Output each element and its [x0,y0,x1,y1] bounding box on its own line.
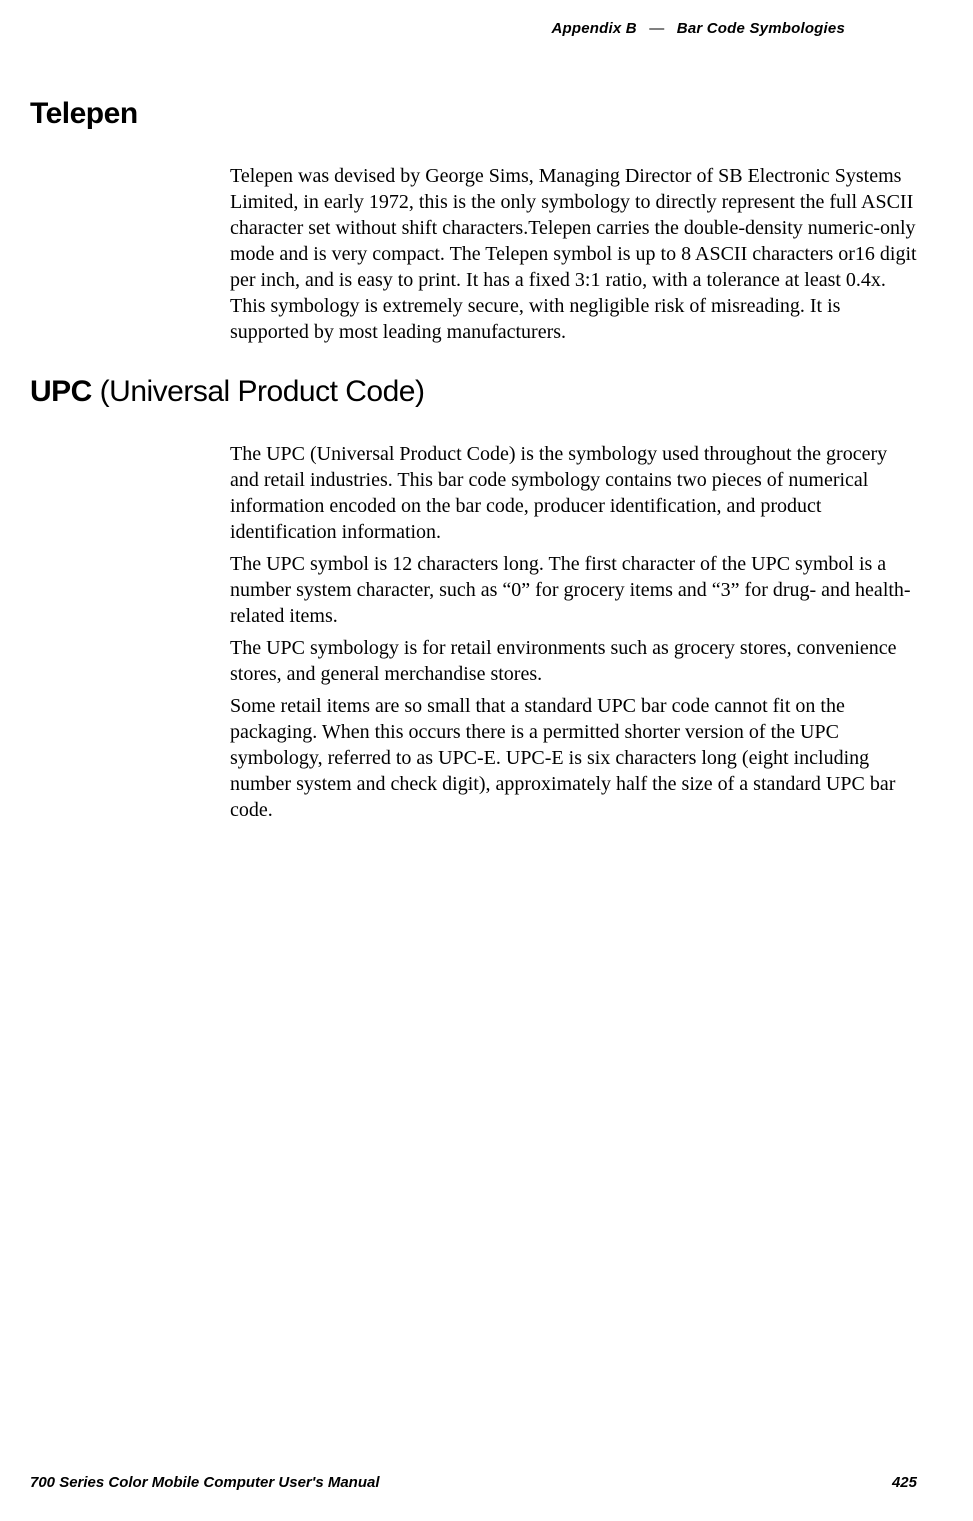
body-telepen: Telepen was devised by George Sims, Mana… [230,163,917,345]
body-upc: The UPC (Universal Product Code) is the … [230,441,917,823]
page-header: Appendix B — Bar Code Symbologies [30,20,917,37]
heading-upc-light: (Universal Product Code) [92,375,425,408]
paragraph-telepen-1: Telepen was devised by George Sims, Mana… [230,163,917,345]
appendix-label: Appendix B [552,20,637,37]
section-telepen: Telepen Telepen was devised by George Si… [30,97,917,345]
paragraph-upc-3: The UPC symbology is for retail environm… [230,635,917,687]
paragraph-upc-2: The UPC symbol is 12 characters long. Th… [230,551,917,629]
paragraph-upc-1: The UPC (Universal Product Code) is the … [230,441,917,545]
header-dash: — [649,20,664,37]
footer-page-number: 425 [892,1474,917,1491]
heading-telepen: Telepen [30,97,917,131]
section-upc: UPC (Universal Product Code) The UPC (Un… [30,375,917,823]
paragraph-upc-4: Some retail items are so small that a st… [230,693,917,823]
header-title: Bar Code Symbologies [677,20,845,37]
heading-upc-bold: UPC [30,375,92,408]
page-content: Telepen Telepen was devised by George Si… [30,97,917,823]
page-footer: 700 Series Color Mobile Computer User's … [30,1474,917,1491]
footer-manual-title: 700 Series Color Mobile Computer User's … [30,1474,380,1491]
heading-upc: UPC (Universal Product Code) [30,375,917,409]
